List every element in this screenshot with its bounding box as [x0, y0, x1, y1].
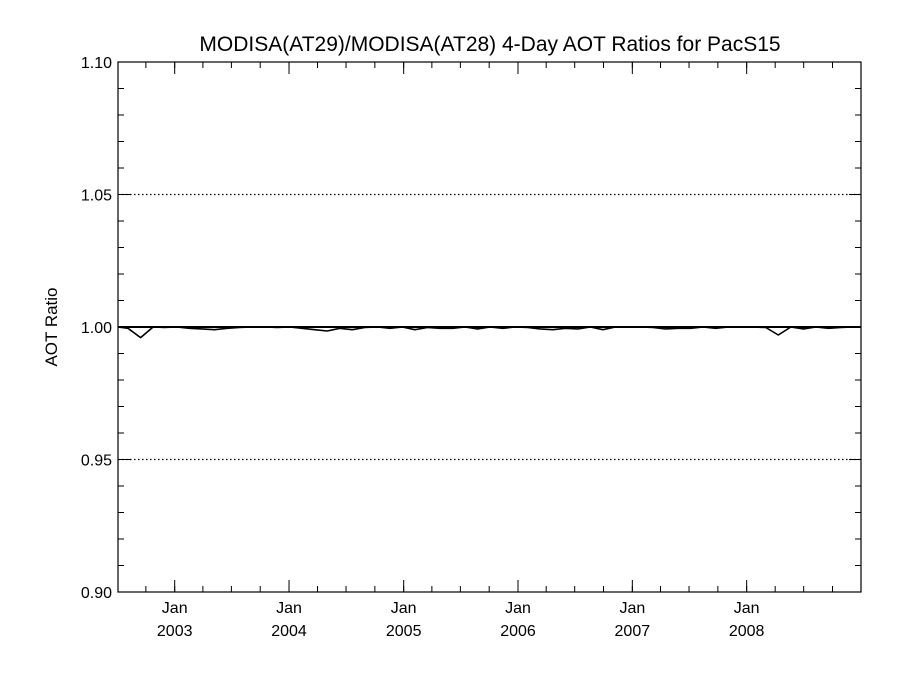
y-tick-label: 0.90	[81, 585, 112, 602]
y-tick-label: 1.00	[81, 320, 112, 337]
x-tick-label-year: 2006	[500, 623, 536, 640]
x-tick-label-month: Jan	[276, 600, 302, 617]
x-tick-label-month: Jan	[391, 600, 417, 617]
x-tick-label-month: Jan	[734, 600, 760, 617]
y-tick-label: 0.95	[81, 453, 112, 470]
x-tick-label-month: Jan	[619, 600, 645, 617]
plot-frame	[117, 61, 862, 593]
x-tick-label-year: 2003	[157, 623, 193, 640]
x-tick-label-year: 2004	[271, 623, 307, 640]
x-tick-label-month: Jan	[162, 600, 188, 617]
x-tick-label-year: 2008	[729, 623, 765, 640]
axis-ticks	[118, 61, 861, 593]
chart-title: MODISA(AT29)/MODISA(AT28) 4-Day AOT Rati…	[199, 33, 780, 56]
y-axis-label: AOT Ratio	[42, 287, 61, 366]
x-tick-label-year: 2007	[615, 623, 651, 640]
tick-labels: 0.90 0.95 1.00 1.05 1.10 Jan 2003 Jan 2004 Jan 200…	[81, 55, 765, 640]
y-tick-label: 1.05	[81, 188, 112, 205]
series-line	[117, 326, 861, 339]
series-layer	[117, 326, 861, 339]
x-tick-label-year: 2005	[386, 623, 422, 640]
y-tick-label: 1.10	[81, 55, 112, 72]
x-tick-label-month: Jan	[505, 600, 531, 617]
